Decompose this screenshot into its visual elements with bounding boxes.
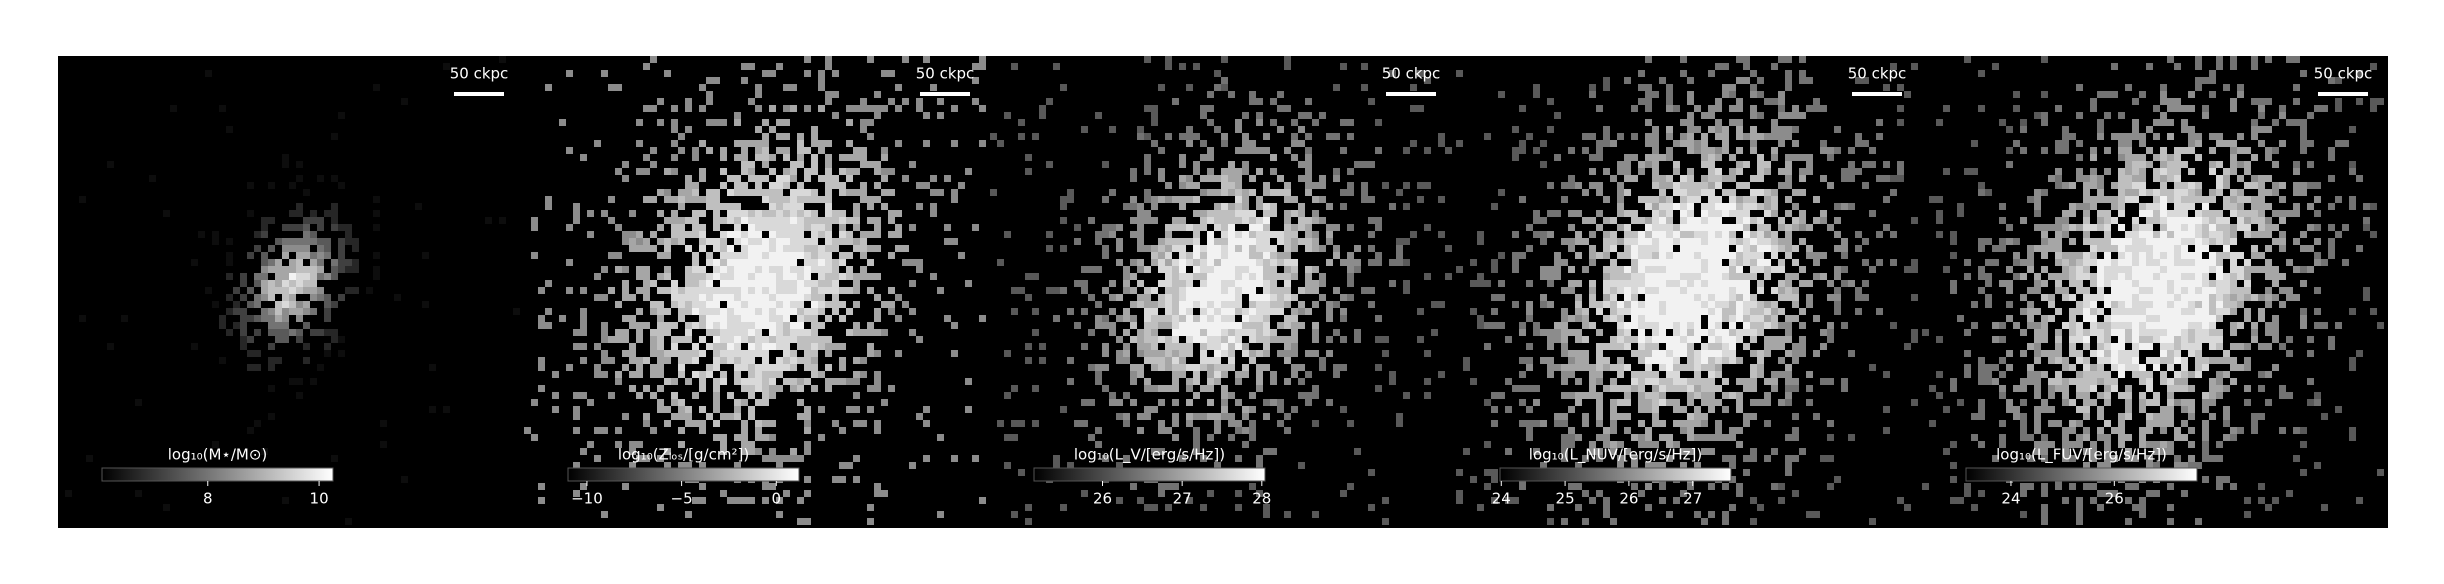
colorbar-tick-label: 27: [1173, 490, 1192, 508]
pixel-layer: [261, 252, 324, 322]
panel: 50 ckpc log₁₀(L_NUV/[erg/s/Hz]) 24 25 26 27: [1456, 56, 1918, 525]
pixel-layer: [1519, 77, 1855, 490]
pixel-layer: [692, 217, 825, 350]
colorbar-label: log₁₀(M⋆/M⊙): [168, 446, 268, 464]
scale-bar-label: 50 ckpc: [1848, 65, 1907, 83]
colorbar-tick-label: 26: [1093, 490, 1112, 508]
colorbar-label: log₁₀(L_NUV/[erg/s/Hz]): [1529, 446, 1702, 465]
colorbar: [101, 467, 334, 482]
colorbar-tick-label: 24: [2001, 490, 2020, 508]
colorbar: [1033, 467, 1266, 482]
panel: 50 ckpc log₁₀(Zₗₒₛ/[g/cm²]) −10 −5 0: [524, 56, 986, 525]
colorbar-tick-label: 28: [1252, 490, 1271, 508]
colorbar-tick-label: 26: [2105, 490, 2124, 508]
pixel-layer: [1172, 217, 1270, 357]
pixel-layer: [1130, 175, 1312, 385]
scale-bar-label: 50 ckpc: [1382, 65, 1441, 83]
colorbar-tick-label: 24: [1492, 490, 1511, 508]
pixel-layer: [671, 175, 846, 392]
scale-bar-label: 50 ckpc: [2314, 65, 2373, 83]
colorbar-tick-label: 25: [1556, 490, 1575, 508]
colorbar-tick-label: −5: [671, 490, 693, 508]
pixel-layer: [524, 56, 986, 525]
panel: 50 ckpc log₁₀(L_FUV/[erg/s/Hz]) 24 26: [1922, 56, 2384, 525]
pixel-layer: [608, 105, 909, 455]
panel: 50 ckpc log₁₀(L_V/[erg/s/Hz]) 26 27 28: [990, 56, 1452, 525]
colorbar: [567, 467, 800, 482]
colorbar-tick-label: −10: [571, 490, 603, 508]
colorbar-tick-label: 0: [772, 490, 782, 508]
colorbar-tick-label: 8: [203, 490, 213, 508]
colorbar-label: log₁₀(L_FUV/[erg/s/Hz]): [1996, 446, 2167, 465]
colorbar-tick-label: 27: [1683, 490, 1702, 508]
pixel-layer: [1554, 126, 1827, 448]
colorbar: [1965, 467, 2198, 482]
pixel-layer: [1922, 56, 2384, 518]
colorbar-tick-label: 10: [310, 490, 329, 508]
pixel-layer: [2020, 133, 2286, 455]
colorbar: [1499, 467, 1732, 482]
colorbar-label: log₁₀(Zₗₒₛ/[g/cm²]): [618, 446, 749, 464]
pixel-layer: [1617, 203, 1771, 371]
panel: 50 ckpc log₁₀(M⋆/M⊙) 8 10: [65, 56, 520, 525]
pixel-layer: [1575, 154, 1799, 420]
colorbar-label: log₁₀(L_V/[erg/s/Hz]): [1074, 446, 1225, 465]
scale-bar-label: 50 ckpc: [916, 65, 975, 83]
pixel-layer: [643, 140, 874, 427]
scale-bar-label: 50 ckpc: [450, 65, 509, 83]
colorbar-tick-label: 26: [1619, 490, 1638, 508]
pixel-layer: [2083, 196, 2230, 378]
pixel-layer: [1053, 77, 1403, 497]
pixel-layer: [282, 273, 310, 308]
pixel-layer: [289, 273, 296, 280]
